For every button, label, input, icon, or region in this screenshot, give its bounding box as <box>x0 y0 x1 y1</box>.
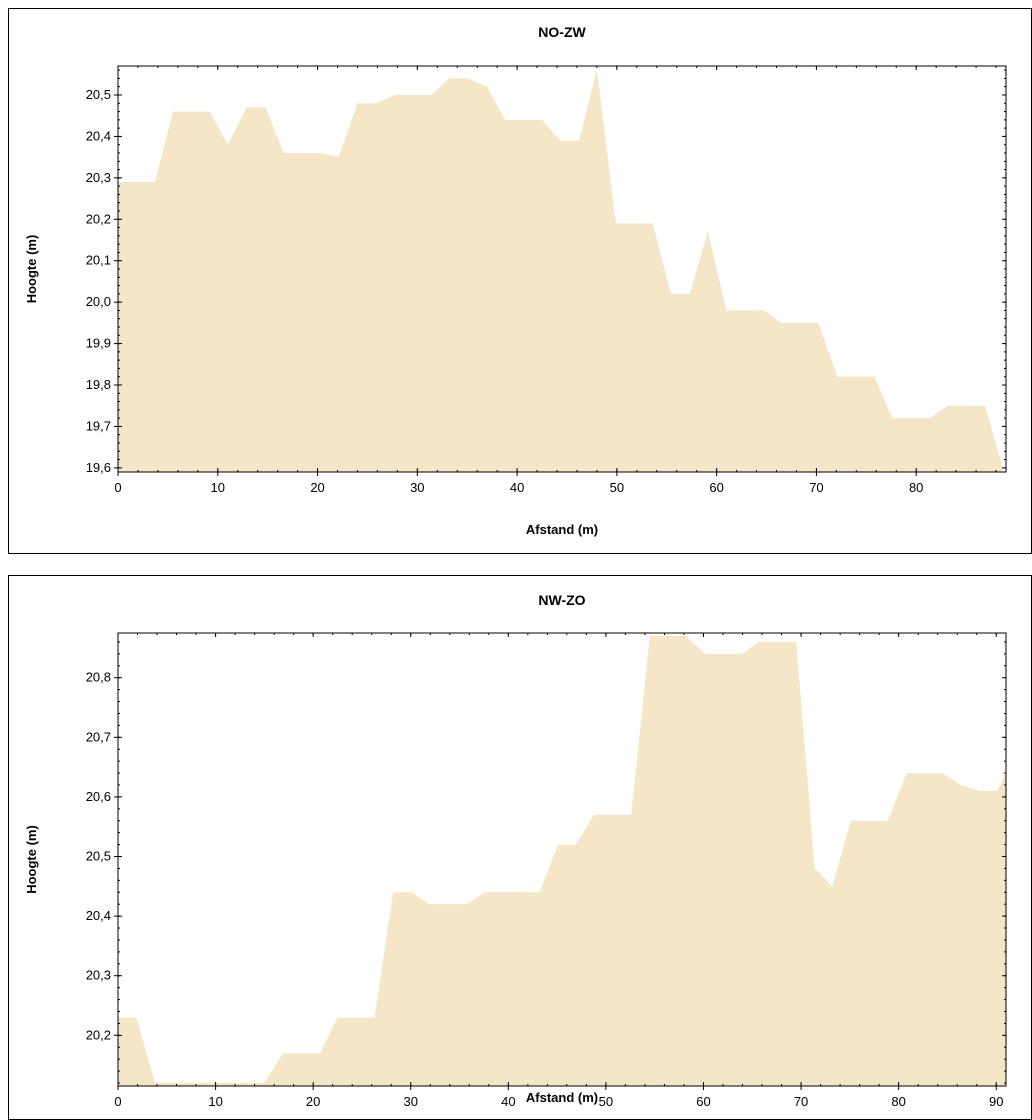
chart-title: NW-ZO <box>538 592 585 608</box>
x-tick-label: 60 <box>696 1094 710 1109</box>
y-tick-label: 19,7 <box>86 418 111 433</box>
x-tick-label: 70 <box>809 480 823 495</box>
x-tick-label: 40 <box>510 480 524 495</box>
y-tick-label: 19,9 <box>86 336 111 351</box>
y-tick-label: 20,8 <box>86 670 111 685</box>
y-tick-label: 20,3 <box>86 968 111 983</box>
plot-frame <box>117 632 1007 1087</box>
y-tick-label: 20,4 <box>86 128 111 143</box>
x-tick-label: 20 <box>310 480 324 495</box>
x-tick-label: 80 <box>891 1094 905 1109</box>
y-tick-label: 20,7 <box>86 729 111 744</box>
y-tick-label: 20,2 <box>86 211 111 226</box>
y-tick-label: 20,0 <box>86 294 111 309</box>
y-tick-label: 20,6 <box>86 789 111 804</box>
x-tick-label: 50 <box>599 1094 613 1109</box>
x-axis-label: Afstand (m) <box>526 1090 598 1105</box>
x-tick-label: 20 <box>306 1094 320 1109</box>
x-tick-label: 10 <box>208 1094 222 1109</box>
chart-title: NO-ZW <box>538 24 586 40</box>
chart-no-zw: 19,6 19,7 19,8 19,9 20,0 20,1 20,2 20,3 20,4 20,5… <box>24 24 1007 537</box>
y-tick-label: 20,4 <box>86 908 111 923</box>
y-tick-label: 20,5 <box>86 849 111 864</box>
y-tick-label: 20,1 <box>86 253 111 268</box>
y-tick-label: 19,8 <box>86 377 111 392</box>
x-axis-label: Afstand (m) <box>526 522 598 537</box>
x-tick-label: 10 <box>211 480 225 495</box>
y-axis-label: Hoogte (m) <box>24 825 39 894</box>
chart-nw-zo: 20,2 20,3 20,4 20,5 20,6 20,7 20,8 0 10 20 30 40 50 6… <box>24 592 1007 1109</box>
x-tick-label: 80 <box>909 480 923 495</box>
y-axis-label: Hoogte (m) <box>24 235 39 304</box>
x-tick-label: 70 <box>794 1094 808 1109</box>
area-series <box>118 636 1006 1086</box>
y-tick-label: 20,3 <box>86 170 111 185</box>
y-tick-label: 19,6 <box>86 460 111 475</box>
x-tick-label: 90 <box>989 1094 1003 1109</box>
x-tick-label: 40 <box>501 1094 515 1109</box>
chart-panel-nw-zo: 20,2 20,3 20,4 20,5 20,6 20,7 20,8 0 10 20 30 40 50 6… <box>8 575 1032 1120</box>
x-tick-label: 30 <box>404 1094 418 1109</box>
x-tick-label: 0 <box>114 480 121 495</box>
y-tick-label: 20,2 <box>86 1027 111 1042</box>
x-tick-label: 0 <box>114 1094 121 1109</box>
x-tick-label: 30 <box>410 480 424 495</box>
x-tick-label: 60 <box>709 480 723 495</box>
area-series <box>118 70 1003 472</box>
x-tick-label: 50 <box>610 480 624 495</box>
y-tick-label: 20,5 <box>86 87 111 102</box>
chart-panel-no-zw: 19,6 19,7 19,8 19,9 20,0 20,1 20,2 20,3 20,4 20,5… <box>8 8 1032 554</box>
